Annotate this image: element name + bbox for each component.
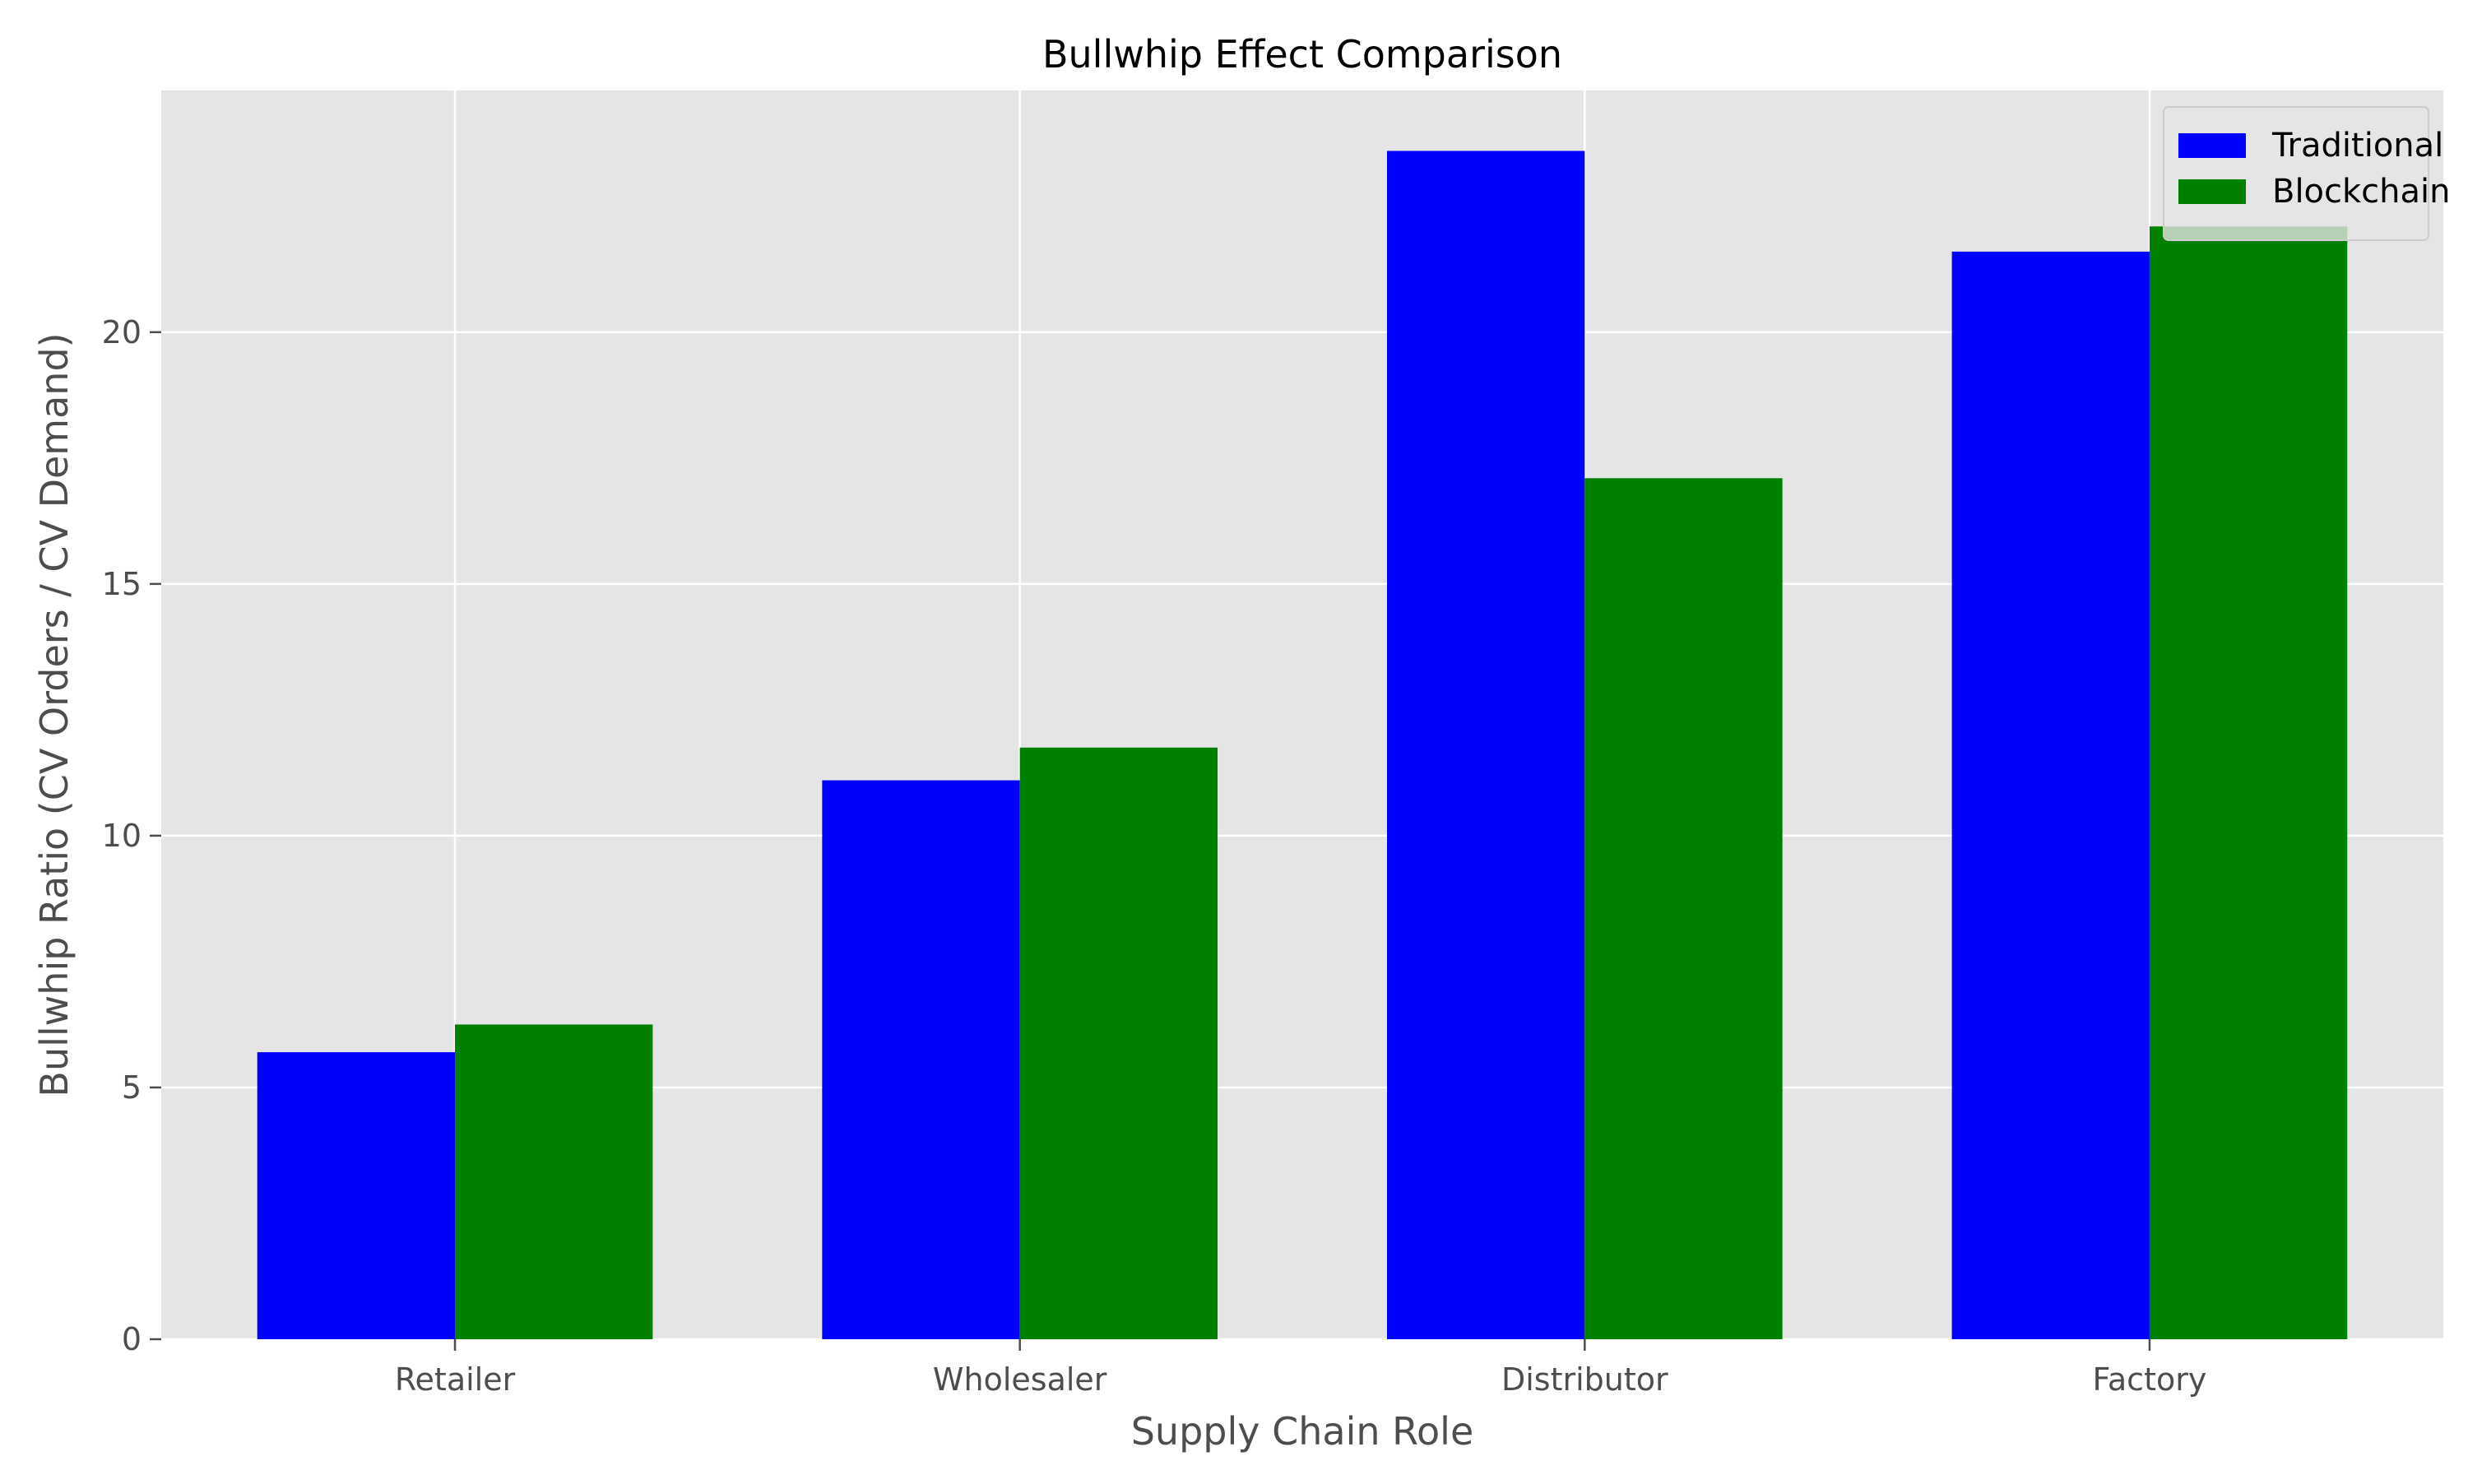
y-axis-label: Bullwhip Ratio (CV Orders / CV Demand) [32, 332, 77, 1097]
bar-traditional-factory [1951, 251, 2150, 1339]
x-axis-label: Supply Chain Role [1131, 1409, 1474, 1454]
bar-traditional-wholesaler [822, 780, 1020, 1339]
bar-blockchain-factory [2149, 226, 2348, 1340]
x-tick-label: Factory [2093, 1361, 2207, 1398]
y-tick-label: 10 [102, 818, 141, 854]
legend-label-blockchain: Blockchain [2272, 173, 2451, 211]
axes: 0 5 10 15 20 Retailer Wholesaler Distributor Fac… [102, 314, 2207, 1398]
y-tick-label: 5 [122, 1069, 141, 1106]
legend-label-traditional: Traditional [2271, 127, 2443, 165]
legend-swatch-blockchain [2178, 179, 2246, 204]
x-tick-label: Wholesaler [933, 1361, 1107, 1398]
x-tick-label: Retailer [395, 1361, 516, 1398]
y-tick-label: 20 [102, 314, 141, 350]
bar-traditional-distributor [1386, 151, 1585, 1339]
chart-title: Bullwhip Effect Comparison [1042, 32, 1562, 77]
bars [257, 151, 2348, 1340]
y-tick-label: 15 [102, 566, 141, 602]
legend-swatch-traditional [2178, 133, 2246, 158]
bar-blockchain-distributor [1584, 478, 1783, 1340]
y-tick-label: 0 [122, 1321, 141, 1357]
bar-blockchain-wholesaler [1019, 747, 1218, 1339]
bar-blockchain-retailer [455, 1024, 653, 1339]
legend: Traditional Blockchain [2163, 106, 2451, 241]
x-tick-label: Distributor [1501, 1361, 1668, 1398]
bar-traditional-retailer [257, 1052, 456, 1339]
